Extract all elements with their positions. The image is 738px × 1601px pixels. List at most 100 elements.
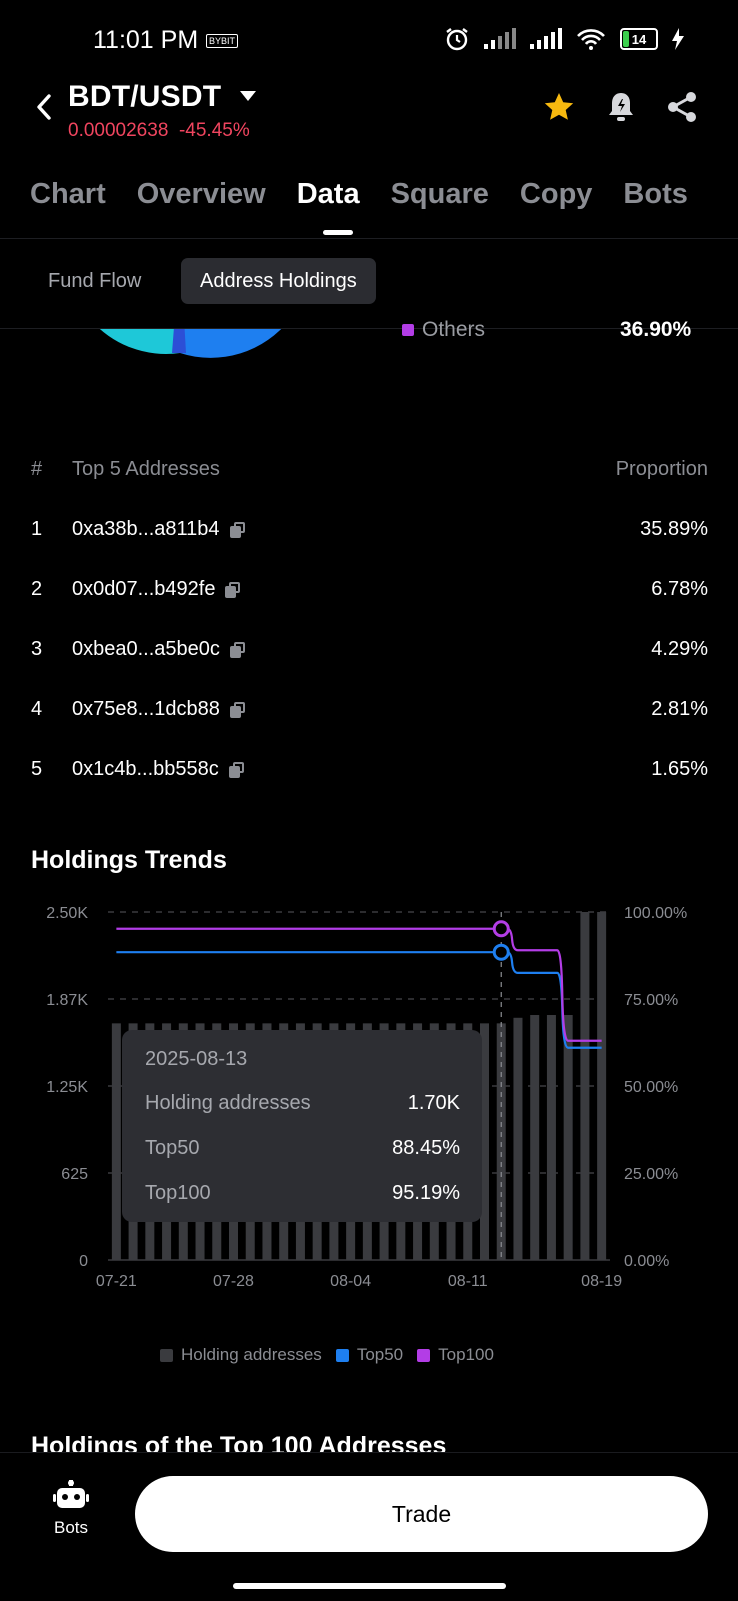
caret-down-icon[interactable] [240,91,256,101]
legend-holding-addresses[interactable]: Holding addresses [160,1345,322,1365]
legend-top50[interactable]: Top50 [335,1345,404,1365]
row-address: 0x75e8...1dcb88 [72,698,246,721]
marker-top100 [492,920,510,938]
price-change: -45.45% [178,120,250,141]
legend-swatch [335,1348,349,1362]
table-row: 5 0x1c4b...bb558c 1.65% [0,758,738,798]
row-address: 0x0d07...b492fe [72,578,241,601]
col-hash: # [31,458,43,480]
bots-label: Bots [53,1518,89,1537]
status-icons: 14 [444,26,684,52]
tab-overview[interactable]: Overview [136,178,266,210]
signal-icon [530,28,562,49]
others-swatch [402,324,414,336]
tab-data[interactable]: Data [296,178,360,210]
holdings-trends-title: Holdings Trends [31,846,227,874]
share-icon[interactable] [666,90,698,124]
row-address: 0xa38b...a811b4 [72,518,246,541]
tooltip-value: 95.19% [392,1182,460,1204]
y-right-tick-label: 75.00% [624,992,678,1009]
main-tabs: Chart Overview Data Square Copy Bots [30,178,738,211]
copy-icon[interactable] [225,581,241,598]
x-tick-label: 08-04 [330,1273,371,1290]
pair-title[interactable]: BDT/USDT [68,80,222,113]
row-address: 0x1c4b...bb558c [72,758,245,781]
x-tick-label: 08-19 [581,1273,622,1290]
bybit-mini-icon: BYBIT [206,34,239,48]
row-proportion: 6.78% [651,578,708,600]
x-tick-label: 07-21 [96,1273,137,1290]
battery-level: 14 [631,31,647,47]
tooltip-label: Holding addresses [145,1092,311,1114]
star-icon[interactable] [542,90,576,124]
bar-holding-addresses [496,1023,506,1260]
home-indicator[interactable] [233,1583,506,1589]
distribution-pie [0,329,738,389]
others-pct: 36.90% [620,318,692,341]
bar-holding-addresses [597,912,607,1260]
row-index: 5 [31,758,43,780]
subtab-address-holdings[interactable]: Address Holdings [181,258,376,304]
row-proportion: 1.65% [651,758,708,780]
trade-button[interactable]: Trade [135,1476,708,1552]
copy-icon[interactable] [229,701,246,718]
legend-label: Top100 [438,1345,494,1364]
pie-slice-others [99,329,180,354]
table-row: 1 0xa38b...a811b4 35.89% [0,518,738,558]
bots-button[interactable]: Bots [45,1480,97,1538]
row-index: 1 [31,518,43,540]
line-top100 [116,927,602,1042]
address-text: 0x75e8...1dcb88 [72,698,220,720]
marker-top50 [492,943,510,961]
bar-holding-addresses [563,1015,573,1260]
copy-icon[interactable] [229,521,246,538]
row-index: 4 [31,698,43,720]
tooltip-label: Top50 [145,1137,200,1159]
table-row: 3 0xbea0...a5be0c 4.29% [0,638,738,678]
bell-alert-icon[interactable] [606,90,636,124]
tab-square[interactable]: Square [390,178,489,210]
address-text: 0x1c4b...bb558c [72,758,219,780]
table-row: 2 0x0d07...b492fe 6.78% [0,578,738,618]
bar-holding-addresses [580,912,590,1260]
copy-icon[interactable] [229,641,246,658]
last-price: 0.00002638 [68,120,169,141]
legend-top100[interactable]: Top100 [417,1345,494,1365]
tooltip-row-top100: Top100 95.19% [145,1182,460,1205]
pie-slice-top2 [172,329,186,353]
status-time: 11:01 PM [93,26,199,54]
wifi-icon [577,29,605,50]
y-left-tick-label: 2.50K [46,905,88,922]
bar-holding-addresses [546,1015,556,1260]
legend-swatch [417,1348,431,1362]
robot-icon [53,1480,89,1508]
y-right-tick-label: 0.00% [624,1253,669,1270]
subtab-fund-flow[interactable]: Fund Flow [48,269,142,292]
bar-holding-addresses [513,1017,523,1260]
legend-label: Top50 [356,1345,404,1364]
y-right-tick-label: 100.00% [624,905,687,922]
price-line: 0.00002638 -45.45% [68,120,250,142]
tab-copy[interactable]: Copy [519,178,593,210]
y-left-tick-label: 625 [61,1166,88,1183]
chart-tooltip: 2025-08-13 Holding addresses 1.70K Top50… [122,1030,482,1222]
legend-swatch [160,1348,173,1362]
alarm-icon [446,28,468,51]
tab-bots[interactable]: Bots [623,178,688,210]
address-text: 0xbea0...a5be0c [72,638,220,660]
tab-chart[interactable]: Chart [30,178,106,210]
legend-others: Others [402,318,485,342]
signal-icon [484,28,516,49]
row-proportion: 2.81% [651,698,708,720]
tooltip-value: 88.45% [392,1137,460,1159]
legend-label: Holding addresses [181,1345,322,1364]
tooltip-row-holding: Holding addresses 1.70K [145,1092,460,1115]
row-index: 3 [31,638,43,660]
copy-icon[interactable] [228,761,245,778]
bar-holding-addresses [530,1015,540,1260]
address-text: 0xa38b...a811b4 [72,518,220,540]
chart-legend: Holding addresses Top50 Top100 [160,1345,494,1365]
back-arrow-icon[interactable] [30,92,60,122]
row-proportion: 4.29% [651,638,708,660]
y-left-tick-label: 1.25K [46,1079,88,1096]
